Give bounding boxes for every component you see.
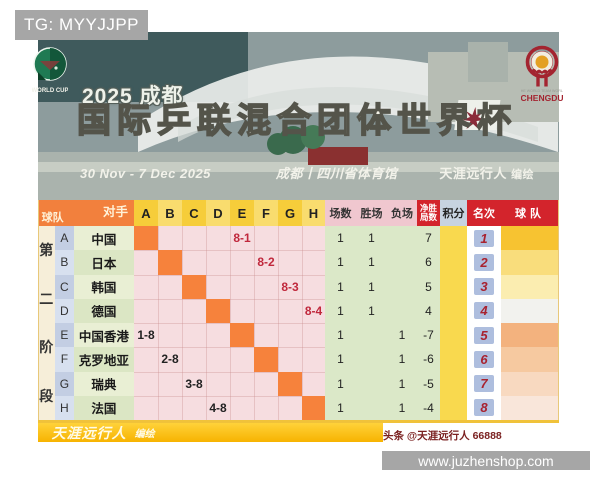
svg-text:CHENGDU: CHENGDU: [521, 93, 563, 103]
svg-text:WORLD CUP: WORLD CUP: [32, 88, 68, 94]
